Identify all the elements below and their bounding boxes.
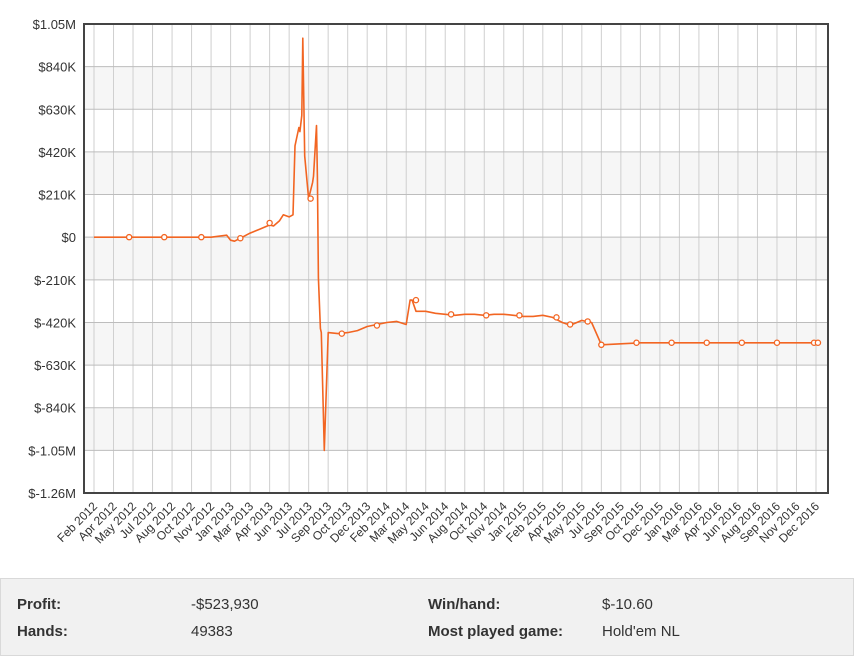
- plot-band: [84, 322, 828, 366]
- y-tick-label: $-840K: [34, 401, 76, 416]
- y-tick-label: $-1.26M: [28, 486, 76, 501]
- y-tick-label: $1.05M: [33, 17, 76, 32]
- y-tick-label: $-420K: [34, 315, 76, 330]
- y-tick-label: $-210K: [34, 273, 76, 288]
- data-point: [447, 311, 455, 318]
- hands-label: Hands:: [17, 623, 68, 640]
- y-tick-label: $210K: [38, 188, 76, 203]
- plot-band: [84, 407, 828, 451]
- plot-band: [84, 66, 828, 110]
- data-point: [266, 219, 273, 227]
- data-point: [773, 339, 781, 347]
- stats-panel: Profit: -$523,930 Hands: 49383 Win/hand:…: [0, 578, 854, 656]
- data-point: [703, 339, 710, 347]
- data-point: [668, 339, 675, 347]
- data-point: [738, 339, 746, 347]
- data-point: [198, 233, 205, 241]
- profit-value: -$523,930: [191, 596, 259, 613]
- y-tick-label: $-630K: [34, 358, 76, 373]
- y-tick-label: $840K: [38, 60, 76, 75]
- data-point: [598, 341, 605, 349]
- plot-band: [84, 237, 828, 280]
- data-point: [584, 318, 591, 325]
- data-point: [553, 314, 560, 321]
- data-point: [814, 339, 822, 347]
- profit-label: Profit:: [17, 596, 62, 613]
- most-played-game-value: Hold'em NL: [602, 623, 680, 640]
- win-per-hand-value: $-10.60: [602, 596, 653, 613]
- most-played-game-label: Most played game:: [428, 623, 564, 640]
- data-point: [237, 234, 244, 242]
- data-point: [338, 330, 346, 337]
- plot-frame: [83, 23, 829, 494]
- plot-band: [84, 151, 828, 195]
- win-per-hand-label: Win/hand:: [428, 596, 501, 613]
- data-point: [482, 312, 490, 319]
- y-tick-label: $630K: [38, 102, 76, 117]
- data-point: [633, 339, 640, 347]
- y-tick-label: $420K: [38, 145, 76, 160]
- hands-value: 49383: [191, 623, 233, 640]
- profit-chart: Feb 2012 Apr 2012 May 2012 Jul 2012 Aug 2012…: [28, 17, 829, 547]
- data-point: [566, 321, 574, 328]
- data-point: [373, 322, 381, 329]
- data-point: [125, 233, 133, 241]
- data-point: [307, 195, 314, 202]
- data-point: [160, 233, 168, 241]
- y-tick-label: $-1.05M: [28, 443, 76, 458]
- data-point: [412, 296, 420, 304]
- data-point: [516, 312, 523, 319]
- y-tick-label: $0: [62, 230, 76, 245]
